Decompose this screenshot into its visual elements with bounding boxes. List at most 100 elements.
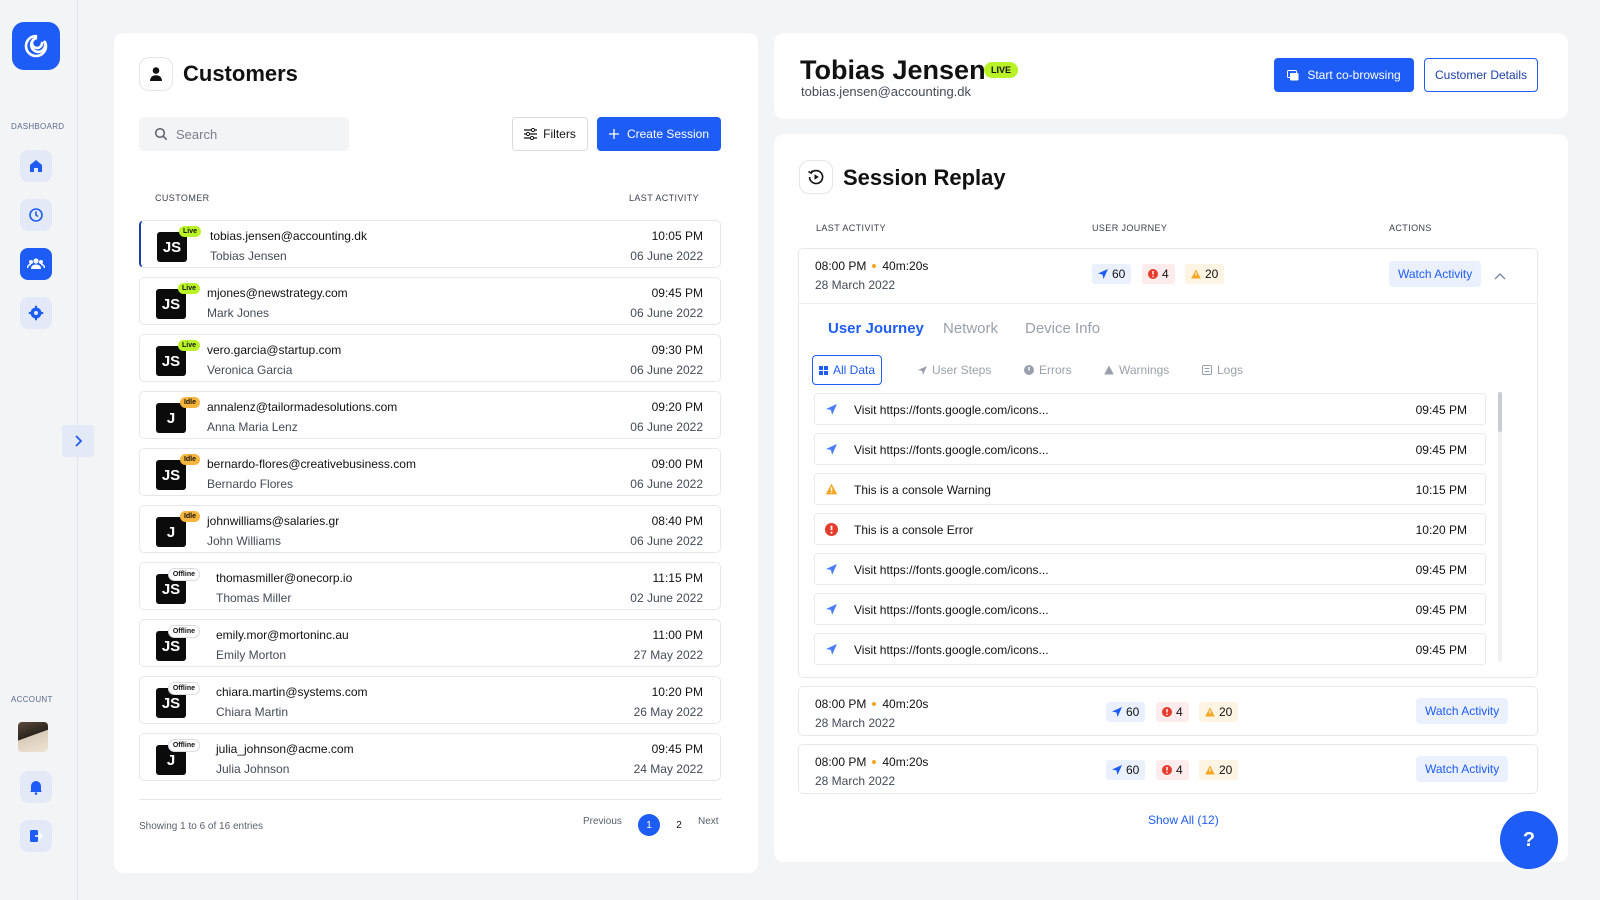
sidebar-item-logout[interactable]: [20, 820, 52, 852]
sidebar-item-history[interactable]: [20, 199, 52, 231]
log-entry[interactable]: Visit https://fonts.google.com/icons... 0…: [814, 393, 1486, 425]
log-text: Visit https://fonts.google.com/icons...: [854, 603, 1049, 617]
pagination-next[interactable]: Next: [698, 816, 719, 827]
session-row[interactable]: 08:00 PM 40m:20s 28 March 2022 60 4 20 Watch A…: [798, 686, 1538, 736]
last-activity-time: 11:00 PM: [652, 628, 703, 642]
tab-device-info[interactable]: Device Info: [1025, 320, 1101, 337]
avatar-initials: JS: [161, 466, 181, 484]
pagination-page-1[interactable]: 1: [638, 814, 660, 836]
navigation-arrow-icon: [825, 443, 837, 455]
subtab-warnings[interactable]: Warnings: [1104, 363, 1169, 377]
subtab-user-steps[interactable]: User Steps: [918, 363, 991, 377]
clock-icon: [29, 208, 43, 222]
customer-row[interactable]: J Idle johnwilliams@salaries.gr John Willia…: [139, 505, 721, 553]
last-activity-date: 06 June 2022: [630, 363, 703, 377]
customer-row[interactable]: JS Idle bernardo-flores@creativebusiness.c…: [139, 448, 721, 496]
start-cobrowsing-button[interactable]: Start co-browsing: [1274, 58, 1414, 92]
sidebar-expand-button[interactable]: [62, 425, 94, 457]
session-row[interactable]: 08:00 PM 40m:20s 28 March 2022 60 4 20 Watch A…: [798, 744, 1538, 794]
customer-email: mjones@newstrategy.com: [207, 286, 348, 300]
status-badge: Live: [177, 340, 200, 351]
house-icon: [30, 160, 42, 172]
show-all-link[interactable]: Show All (12): [1148, 813, 1219, 827]
sidebar-item-customers[interactable]: [20, 248, 52, 280]
subtab-all-data[interactable]: All Data: [812, 355, 883, 385]
separator-dot: [872, 264, 877, 268]
log-type-icon: [824, 442, 838, 456]
column-header-user-journey: USER JOURNEY: [1092, 223, 1168, 233]
log-entry[interactable]: Visit https://fonts.google.com/icons... 0…: [814, 433, 1486, 465]
errors-value: 4: [1162, 267, 1169, 281]
navigation-arrow-icon: [918, 365, 927, 375]
sidebar-item-home[interactable]: [20, 150, 52, 182]
log-type-icon: [824, 482, 838, 496]
warning-icon: [1191, 269, 1201, 279]
logs-scrollbar[interactable]: [1498, 392, 1502, 662]
customer-details-button[interactable]: Customer Details: [1424, 58, 1538, 92]
customer-email: tobias.jensen@accounting.dk: [210, 229, 367, 243]
log-time: 09:45 PM: [1415, 643, 1467, 657]
grid-icon: [819, 365, 828, 375]
customers-title: Customers: [183, 61, 298, 86]
tab-user-journey[interactable]: User Journey: [828, 320, 924, 337]
subtab-logs[interactable]: Logs: [1202, 363, 1243, 377]
subtab-label: Logs: [1217, 363, 1244, 377]
pagination-previous[interactable]: Previous: [583, 816, 622, 827]
tab-network[interactable]: Network: [943, 320, 999, 337]
log-entry[interactable]: Visit https://fonts.google.com/icons... 0…: [814, 553, 1486, 585]
customer-row[interactable]: JS Live vero.garcia@startup.com Veronica Ga…: [139, 334, 721, 382]
watch-activity-button[interactable]: Watch Activity: [1389, 261, 1482, 287]
chevron-up-icon: [1494, 273, 1506, 280]
scrollbar-thumb[interactable]: [1498, 392, 1502, 432]
sidebar-item-settings[interactable]: [20, 297, 52, 329]
last-activity-time: 10:05 PM: [651, 229, 703, 243]
column-header-customer: CUSTOMER: [155, 193, 210, 203]
customer-row[interactable]: JS Live mjones@newstrategy.com Mark Jones 09…: [139, 277, 721, 325]
customer-row[interactable]: J Offline julia_johnson@acme.com Julia John…: [139, 733, 721, 781]
log-text: Visit https://fonts.google.com/icons...: [854, 563, 1049, 577]
customer-row[interactable]: JS Offline thomasmiller@onecorp.io Thomas M…: [139, 562, 721, 610]
customer-row[interactable]: JS Offline chiara.martin@systems.com Chiara…: [139, 676, 721, 724]
log-entry[interactable]: Visit https://fonts.google.com/icons... 0…: [814, 593, 1486, 625]
customer-row[interactable]: JS Offline emily.mor@mortoninc.au Emily Mor…: [139, 619, 721, 667]
log-entry[interactable]: This is a console Error 10:20 PM: [814, 513, 1486, 545]
watch-activity-button[interactable]: Watch Activity: [1416, 698, 1509, 724]
session-date: 28 March 2022: [815, 716, 896, 730]
log-entry[interactable]: This is a console Warning 10:15 PM: [814, 473, 1486, 505]
last-activity-date: 24 May 2022: [633, 762, 703, 776]
user-avatar[interactable]: [18, 722, 48, 752]
warnings-count: 20: [1185, 264, 1225, 284]
log-type-icon: [824, 642, 838, 656]
log-entry[interactable]: Visit https://fonts.google.com/icons... 0…: [814, 633, 1486, 665]
divider: [799, 303, 1537, 304]
filters-button[interactable]: Filters: [512, 117, 588, 151]
last-activity-date: 06 June 2022: [630, 420, 703, 434]
last-activity-time: 09:00 PM: [651, 457, 703, 471]
customer-avatar: JS Live: [156, 283, 200, 319]
avatar-initials: JS: [161, 352, 181, 370]
last-activity-date: 06 June 2022: [630, 306, 703, 320]
session-time: 08:00 PM 40m:20s: [815, 755, 928, 769]
create-session-button[interactable]: Create Session: [597, 117, 721, 151]
customer-row[interactable]: J Idle annalenz@tailormadesolutions.com Ann…: [139, 391, 721, 439]
help-button[interactable]: ?: [1500, 811, 1558, 869]
sliders-icon: [524, 128, 538, 140]
search-input[interactable]: Search: [139, 117, 349, 151]
status-badge: Idle: [179, 454, 200, 465]
session-date: 28 March 2022: [815, 278, 896, 292]
customer-name: Chiara Martin: [216, 705, 289, 719]
sidebar-item-notifications[interactable]: [20, 771, 52, 803]
log-time: 09:45 PM: [1415, 603, 1467, 617]
customer-name: Emily Morton: [216, 648, 287, 662]
app-logo[interactable]: [12, 22, 60, 70]
customer-row[interactable]: JS Live tobias.jensen@accounting.dk Tobias …: [139, 220, 721, 268]
subtab-errors[interactable]: Errors: [1024, 363, 1072, 377]
collapse-session-toggle[interactable]: [1494, 267, 1506, 285]
customer-avatar: J Offline: [156, 739, 200, 775]
log-time: 10:15 PM: [1415, 483, 1467, 497]
customer-name: Mark Jones: [207, 306, 270, 320]
customer-name: Julia Johnson: [216, 762, 290, 776]
pagination-page-2[interactable]: 2: [676, 819, 682, 831]
column-header-actions: ACTIONS: [1389, 223, 1432, 233]
watch-activity-button[interactable]: Watch Activity: [1416, 756, 1509, 782]
